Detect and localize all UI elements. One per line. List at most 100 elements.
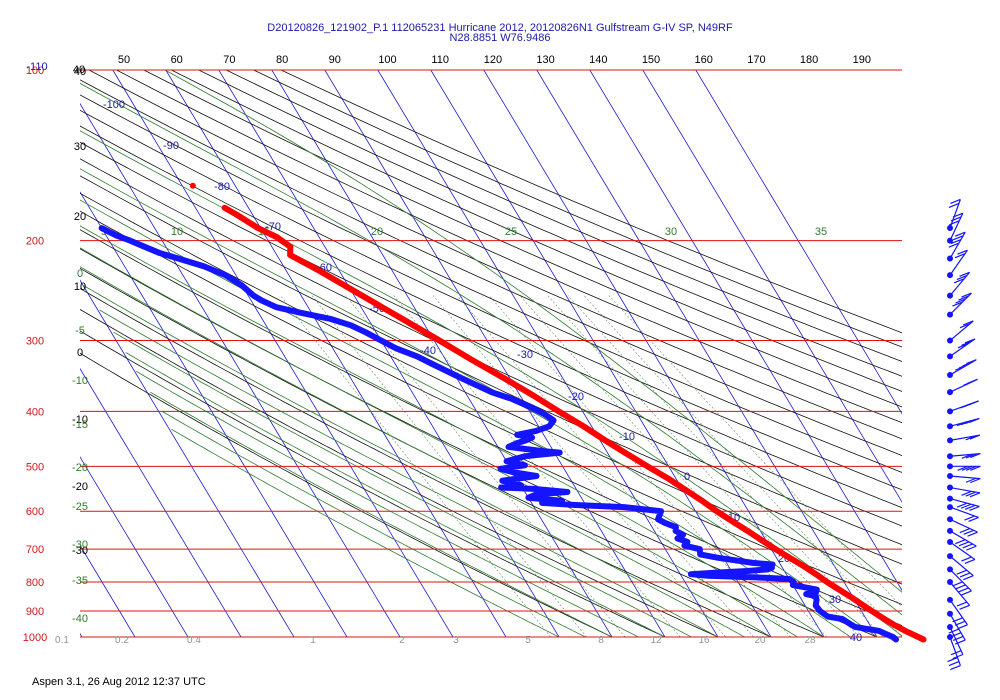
isotherm-line: [80, 544, 136, 637]
wind-barb-staff: [949, 636, 961, 666]
wind-barb-dot: [947, 527, 953, 534]
wind-barb-dot: [947, 237, 953, 244]
wind-barb: [947, 212, 964, 244]
dry-adiabat-top-label: 160: [695, 54, 713, 66]
moist-adiabat-left-label: -15: [72, 419, 88, 431]
dry-adiabat-line: [252, 70, 902, 348]
isobar-label: 400: [26, 406, 44, 418]
wind-barb-feather: [966, 359, 977, 365]
wind-barb-feather: [957, 624, 968, 630]
wind-barb-feather: [963, 320, 974, 326]
wind-barb-dot: [947, 463, 953, 470]
wind-barb-feather: [952, 635, 964, 641]
wind-barb-feather: [956, 502, 968, 508]
wind-barb-feather: [964, 338, 976, 344]
dry-adiabat-line: [80, 267, 826, 637]
dry-adiabat-line: [80, 210, 902, 605]
wind-barb-feather: [962, 543, 973, 549]
mixing-ratio-line: [547, 295, 860, 637]
moist-adiabat-label: 10: [171, 226, 183, 238]
wind-barb-feather: [965, 465, 977, 471]
dry-adiabat-line: [80, 125, 902, 509]
dry-adiabat-left-label: 10: [74, 281, 86, 293]
isotherm-line: [80, 367, 242, 637]
wind-barb-feather: [949, 220, 960, 226]
mixing-ratio-line: [608, 295, 902, 608]
wind-barb-feather: [948, 242, 960, 248]
mixing-ratio-label: 3: [453, 635, 459, 646]
wind-barb: [947, 463, 981, 471]
wind-barb-feather: [969, 492, 981, 498]
moist-adiabat-line: [99, 309, 719, 637]
wind-barb-dot: [947, 495, 953, 502]
wind-barb: [947, 249, 968, 279]
wind-barb: [947, 271, 971, 299]
wind-barb-feather: [957, 465, 968, 471]
isotherm-line: [80, 279, 295, 637]
dry-adiabat-line: [280, 70, 902, 334]
isotherm-line: [112, 70, 454, 637]
dry-adiabat-line: [80, 330, 666, 637]
wind-barb-feather: [967, 531, 978, 537]
dry-adiabat-line: [80, 288, 773, 637]
wind-barb-feather: [965, 477, 977, 483]
isotherm-label: 0: [684, 471, 690, 483]
wind-barb-dot: [947, 255, 953, 262]
wind-barb-feather: [961, 490, 972, 496]
isotherm-line: [377, 70, 719, 637]
wind-barb-feather: [955, 584, 966, 590]
wind-barb-feather: [960, 503, 972, 509]
wind-barb: [947, 231, 966, 262]
mixing-ratio-line: [280, 295, 551, 637]
wind-barb-feather: [969, 434, 981, 440]
wind-barb-feather: [950, 665, 961, 671]
dry-adiabat-left-label: -30: [72, 545, 88, 557]
wind-barb-feather: [965, 435, 976, 441]
isotherm-line: [642, 70, 902, 503]
wind-barb-feather: [958, 587, 969, 593]
isotherm-top-label: -110: [26, 61, 47, 73]
moist-adiabat-line: [80, 130, 902, 637]
mixing-ratio-label: 0.1: [55, 635, 69, 646]
moist-adiabat-left-label: -5: [75, 325, 85, 337]
moist-adiabat-left-label: -10: [72, 375, 88, 387]
moist-adiabat-label: 20: [371, 226, 383, 238]
wind-barb-dot: [947, 566, 953, 573]
isotherm-label: 40: [850, 632, 862, 644]
wind-barb-feather: [965, 453, 977, 459]
isotherm-line: [80, 102, 401, 637]
dry-adiabat-top-label: 90: [329, 54, 341, 66]
wind-barb-feather: [950, 216, 962, 222]
mixing-ratio-line: [567, 295, 884, 637]
isotherm-line: [271, 70, 613, 637]
wind-barb-dot: [947, 472, 953, 479]
isotherm-label: -100: [103, 99, 125, 111]
mixing-ratio-label: 20: [754, 635, 766, 646]
wind-barb-dot: [947, 408, 953, 415]
wind-barb-feather: [954, 253, 966, 259]
moist-adiabat-left-label: 0: [77, 268, 83, 280]
wind-barb-staff: [949, 613, 966, 641]
wind-barb: [947, 434, 981, 444]
wind-barb-feather: [955, 365, 966, 371]
mixing-ratio-label: 28: [804, 635, 816, 646]
wind-barb: [947, 634, 961, 671]
dry-adiabat-line: [88, 70, 902, 440]
wind-barb-feather: [950, 198, 961, 205]
wind-barb-dot: [947, 371, 953, 378]
mixing-ratio-line: [583, 295, 902, 637]
footer-version-timestamp: Aspen 3.1, 26 Aug 2012 12:37 UTC: [32, 676, 206, 688]
wind-barb-feather: [962, 361, 973, 367]
isotherm-label: -70: [265, 221, 281, 233]
mixing-ratio-label: 8: [598, 635, 604, 646]
isobar-label: 900: [26, 606, 44, 618]
dry-adiabat-top-label: 120: [484, 54, 502, 66]
mixing-ratio-line: [311, 295, 587, 637]
wind-barb-feather: [957, 249, 968, 255]
isotherm-line: [536, 70, 878, 637]
wind-barb-dot: [947, 596, 953, 603]
dry-adiabat-top-label: 70: [223, 54, 235, 66]
wind-barb-staff: [949, 555, 974, 577]
wind-barb-feather: [957, 343, 969, 349]
